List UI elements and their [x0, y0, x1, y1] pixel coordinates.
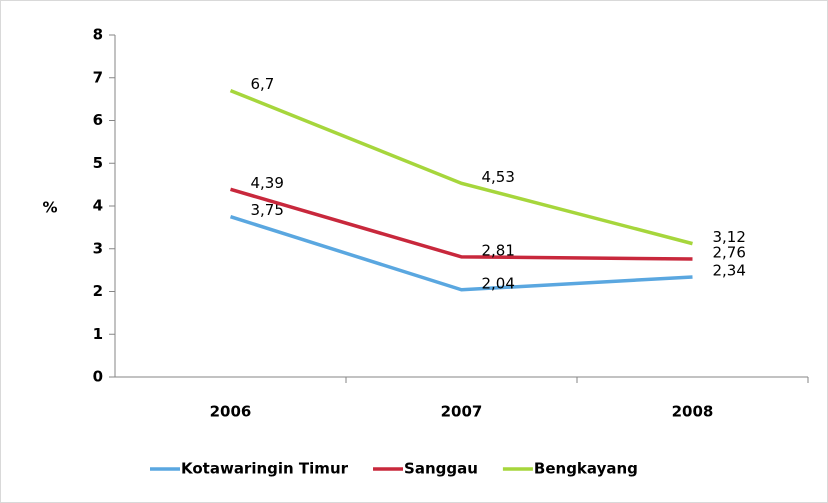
x-tick-label: 2006: [210, 403, 252, 421]
y-tick-label: 1: [93, 325, 103, 343]
y-tick-label: 6: [93, 111, 103, 129]
legend-label: Bengkayang: [534, 460, 638, 478]
y-tick-label: 2: [93, 282, 103, 300]
data-label: 2,04: [482, 274, 515, 292]
data-label: 4,53: [482, 168, 515, 186]
legend-label: Sanggau: [404, 460, 478, 478]
data-label: 2,81: [482, 241, 515, 259]
y-axis-label: %: [42, 199, 57, 217]
y-tick-label: 5: [93, 154, 103, 172]
x-tick-label: 2008: [672, 403, 714, 421]
legend-label: Kotawaringin Timur: [181, 460, 349, 478]
y-tick-label: 8: [93, 26, 103, 44]
x-tick-label: 2007: [441, 403, 483, 421]
data-label: 2,76: [713, 244, 746, 262]
y-tick-label: 3: [93, 239, 103, 257]
data-label: 4,39: [251, 174, 284, 192]
data-label: 6,7: [251, 75, 275, 93]
data-label: 3,75: [251, 201, 284, 219]
series-line: [229, 215, 693, 292]
y-tick-label: 7: [93, 68, 103, 86]
data-label: 3,12: [713, 228, 746, 246]
y-tick-label: 0: [93, 368, 103, 386]
data-label: 2,34: [713, 261, 746, 279]
y-tick-label: 4: [93, 197, 103, 215]
series-line: [230, 187, 693, 261]
series-line: [229, 88, 693, 246]
